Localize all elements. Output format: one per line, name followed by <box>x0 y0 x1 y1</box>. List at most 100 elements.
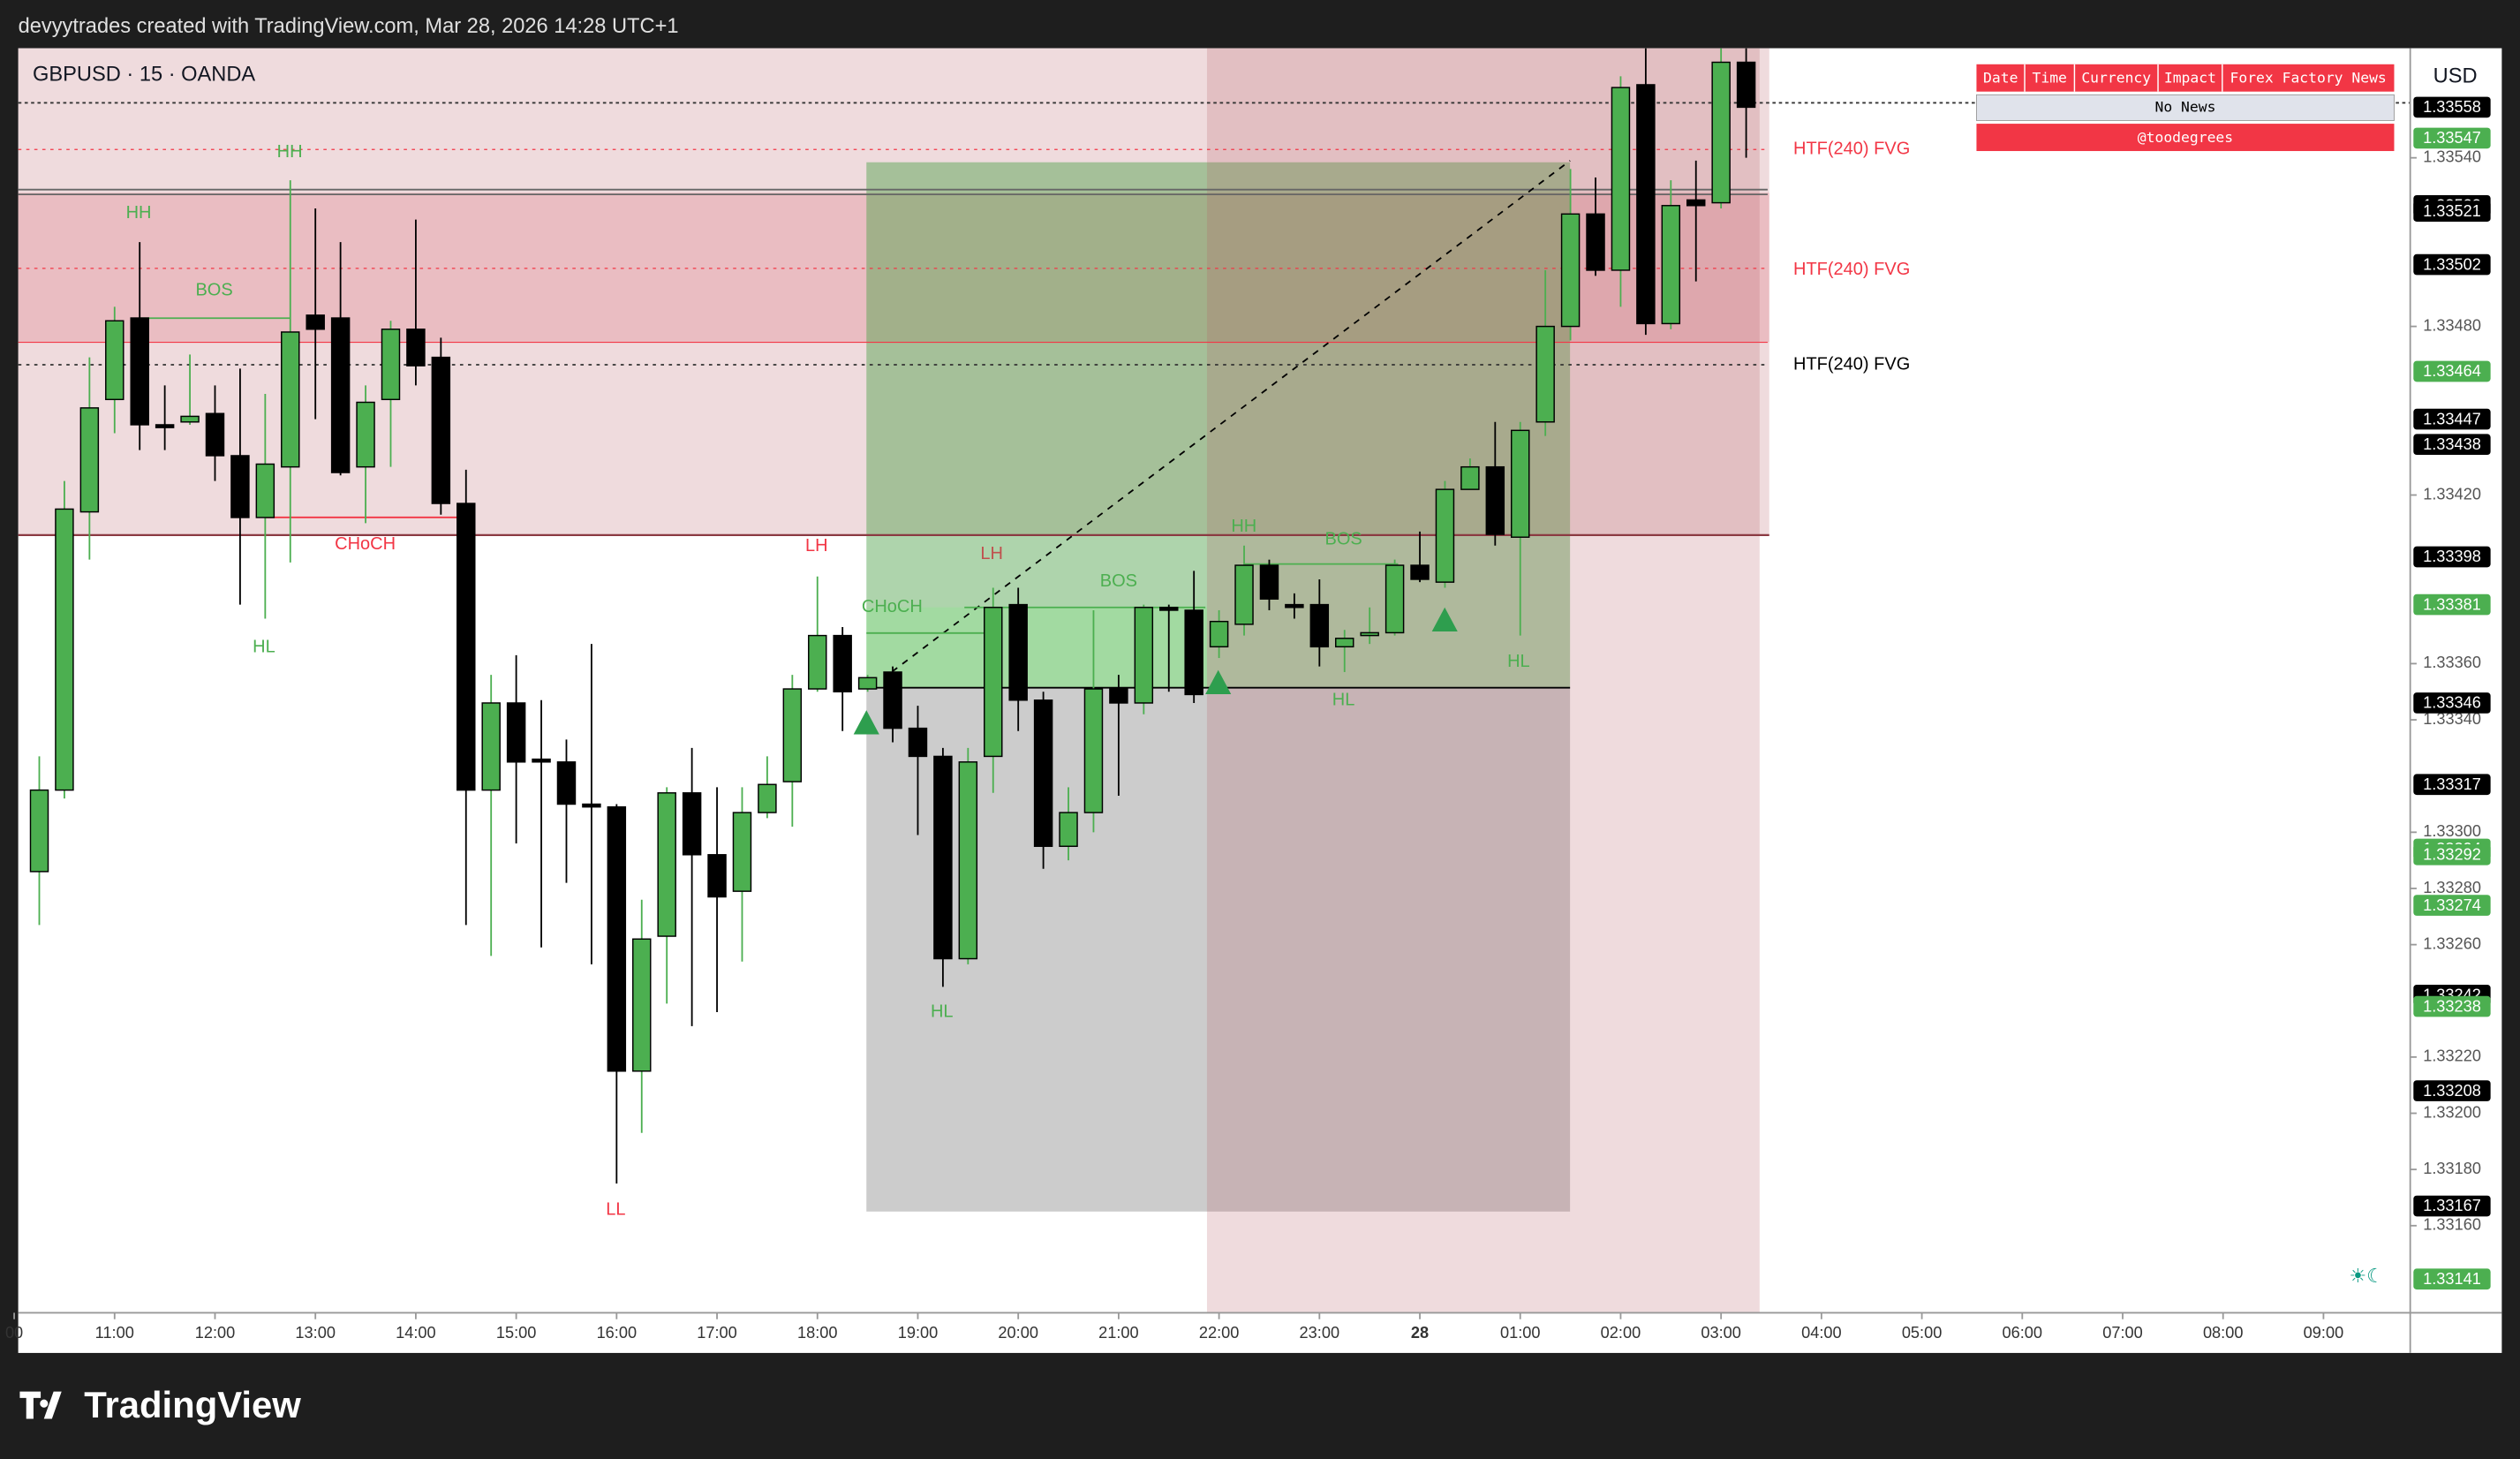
news-row: No News <box>2154 98 2215 115</box>
candle-body <box>230 455 250 518</box>
structure-label: HL <box>1332 691 1355 710</box>
candle-body <box>406 329 426 367</box>
candle-body <box>1209 620 1229 648</box>
x-tick-label: 20:00 <box>998 1324 1038 1342</box>
currency: USD <box>2433 65 2478 88</box>
candle-body <box>1711 61 1731 204</box>
structure-label: HL <box>1507 652 1530 671</box>
news-row-bg <box>1975 94 2395 121</box>
price-marker <box>2413 253 2491 276</box>
candle-body <box>330 317 351 473</box>
news-header: Date <box>1983 70 2018 87</box>
news-table: Date Time Currency Impact Forex Factory News… <box>1975 64 2395 152</box>
price-marker-label: 1.33558 <box>2423 98 2481 116</box>
price-marker-label: 1.33547 <box>2423 129 2481 147</box>
theme-icon[interactable]: ☀☾ <box>2350 1265 2384 1287</box>
y-tick-label: 1.33480 <box>2423 316 2481 334</box>
price-marker-label: 1.33398 <box>2423 548 2481 565</box>
price-marker-label: 1.33208 <box>2423 1082 2481 1100</box>
y-tick-label: 1.33220 <box>2423 1047 2481 1065</box>
candle-body <box>532 758 551 763</box>
structure-label: HH <box>1231 517 1256 536</box>
x-tick-label: 05:00 <box>1902 1324 1943 1342</box>
news-row: @toodegrees <box>2138 129 2233 146</box>
price-marker <box>2413 774 2491 796</box>
candle-body <box>1234 564 1254 625</box>
symbol: GBPUSD · 15 · OANDA <box>33 64 255 87</box>
x-tick-label: 17:00 <box>697 1324 737 1342</box>
entry-zone <box>866 607 1207 688</box>
premium-zone <box>18 48 1769 535</box>
price-marker-label: 1.33292 <box>2423 846 2481 864</box>
news-row-bg <box>1976 124 2395 152</box>
candle-body <box>481 702 501 791</box>
y-tick-label: 1.33160 <box>2423 1216 2481 1234</box>
candle-body <box>1686 199 1706 207</box>
candle-body <box>456 503 476 791</box>
candle-body <box>29 789 49 873</box>
structure-label: HH <box>126 203 152 223</box>
x-tick-label: 22:00 <box>1199 1324 1240 1342</box>
fvg-label: HTF(240) FVG <box>1793 260 1910 279</box>
fvg-label: HTF(240) FVG <box>1793 354 1910 374</box>
y-tick-label: 1.33360 <box>2423 654 2481 671</box>
structure-label: BOS <box>195 281 232 300</box>
price-marker-label: 1.33447 <box>2423 410 2481 427</box>
price-marker <box>2413 546 2491 568</box>
candle-body <box>1360 631 1379 637</box>
candles <box>29 48 1756 1184</box>
y-tick-label: 1.33540 <box>2423 147 2481 165</box>
candle-body <box>1460 465 1480 490</box>
news-header: Time <box>2033 70 2067 87</box>
candle-body <box>1033 699 1053 847</box>
candle-body <box>1435 488 1455 583</box>
x-tick-label: 28 <box>1411 1324 1429 1342</box>
x-tick-label: 18:00 <box>797 1324 838 1342</box>
candle-body <box>1560 213 1581 328</box>
candle-body <box>707 854 727 898</box>
candle-body <box>632 938 652 1072</box>
price-marker-label: 1.33238 <box>2423 997 2481 1015</box>
candle-body <box>1736 61 1756 109</box>
price-marker <box>2413 1080 2491 1101</box>
candle-body <box>782 688 803 782</box>
signal-triangle <box>1205 669 1232 694</box>
candle-body <box>933 755 953 960</box>
candle-body <box>1661 205 1681 325</box>
candle-body <box>958 761 978 960</box>
candle-body <box>1059 812 1078 847</box>
y-tick-label: 1.33180 <box>2423 1160 2481 1177</box>
structure-label: CHoCH <box>862 597 923 616</box>
candle-body <box>506 702 526 763</box>
price-marker-label: 1.33502 <box>2423 255 2481 273</box>
y-tick-label: 1.33260 <box>2423 934 2481 952</box>
structure-label: HH <box>277 142 303 162</box>
x-tick-label: 21:00 <box>1098 1324 1139 1342</box>
brand-text: TradingView <box>84 1384 301 1425</box>
candle-body <box>1611 87 1631 271</box>
brand: TradingView <box>19 1384 301 1425</box>
price-marker <box>2413 692 2491 714</box>
x-tick-label: 06:00 <box>2003 1324 2043 1342</box>
candle-body <box>205 412 225 457</box>
news-header: Impact <box>2164 70 2216 87</box>
y-tick-label: 1.33280 <box>2423 879 2481 896</box>
structure-label: HL <box>253 637 275 656</box>
price-marker-label: 1.33346 <box>2423 694 2481 712</box>
candle-body <box>155 424 175 428</box>
structure-label: LH <box>980 544 1003 563</box>
price-marker-label: 1.33381 <box>2423 595 2481 613</box>
price-marker <box>2413 360 2491 382</box>
x-tick-label: 15:00 <box>496 1324 537 1342</box>
structure-label: CHoCH <box>335 534 396 554</box>
candle-body <box>1636 84 1656 325</box>
candle-body <box>180 415 200 423</box>
candle-body <box>883 671 902 730</box>
y-tick-label: 1.33300 <box>2423 822 2481 840</box>
target-zone <box>866 162 1571 688</box>
x-tick-label: 03:00 <box>1701 1324 1741 1342</box>
x-tick-label: 12:00 <box>195 1324 236 1342</box>
